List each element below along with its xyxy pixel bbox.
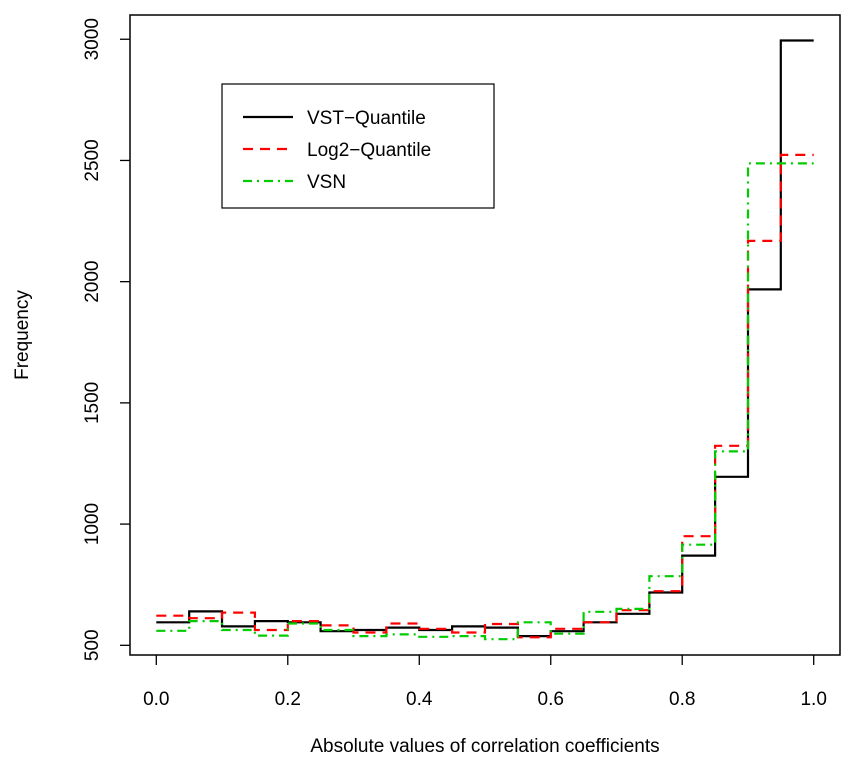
- x-tick-label-2: 0.4: [406, 689, 433, 710]
- x-tick-label-0: 0.0: [143, 689, 169, 710]
- y-tick-label-2: 1500: [82, 382, 103, 424]
- series-layer: [156, 39, 814, 641]
- y-axis: 500 1000 1500 2000 2500 3000: [82, 18, 130, 661]
- y-tick-label-3: 2000: [82, 261, 103, 303]
- x-tick-label-3: 0.6: [538, 689, 564, 710]
- x-axis-label: Absolute values of correlation coefficie…: [310, 736, 659, 757]
- legend: VST−Quantile Log2−Quantile VSN: [221, 83, 495, 209]
- legend-label-vsn: VSN: [307, 172, 346, 193]
- legend-entry-log2-quantile: Log2−Quantile: [243, 140, 431, 161]
- y-tick-label-1: 1000: [82, 503, 103, 545]
- legend-box: [221, 83, 495, 209]
- y-axis-label: Frequency: [12, 290, 33, 380]
- series-line-1: [156, 153, 814, 639]
- plot-frame: [129, 14, 841, 656]
- y-tick-label-0: 500: [82, 629, 103, 661]
- x-tick-label-5: 1.0: [800, 689, 826, 710]
- y-tick-label-4: 2500: [82, 139, 103, 181]
- x-axis: 0.0 0.2 0.4 0.6 0.8 1.0: [143, 655, 827, 710]
- legend-label-vst-quantile: VST−Quantile: [307, 108, 426, 129]
- legend-entry-vsn: VSN: [243, 172, 346, 193]
- x-tick-label-4: 0.8: [669, 689, 695, 710]
- x-tick-label-1: 0.2: [275, 689, 301, 710]
- legend-label-log2-quantile: Log2−Quantile: [307, 140, 431, 161]
- legend-entry-vst-quantile: VST−Quantile: [243, 108, 426, 129]
- y-tick-label-5: 3000: [82, 18, 103, 60]
- series-line-2: [156, 162, 814, 641]
